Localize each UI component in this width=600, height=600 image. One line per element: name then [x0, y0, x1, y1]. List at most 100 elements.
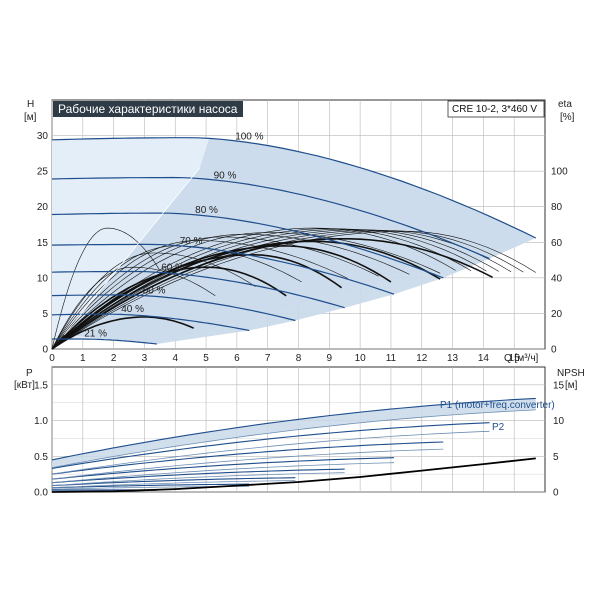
flow-axis-label: Q [м³/ч] — [504, 353, 539, 364]
npsh-axis-label-top: NPSH — [557, 368, 585, 379]
power-tick-label: 1.0 — [34, 416, 48, 427]
p1-curve-label: P1 (motor+freq.converter) — [440, 400, 555, 411]
head-curve — [51, 294, 296, 322]
npsh-tick-label: 15 — [553, 380, 565, 391]
p2-curve — [51, 409, 536, 469]
p1-curve — [51, 422, 490, 469]
p1-curve — [51, 397, 536, 461]
eta-axis-label-top: eta — [558, 99, 572, 110]
power-tick-label: 0.5 — [34, 452, 48, 463]
flow-tick-label: 5 — [203, 353, 209, 364]
npsh-tick-label: 5 — [553, 452, 559, 463]
speed-label: 70 % — [180, 236, 203, 247]
efficiency-curve-bold — [51, 245, 392, 350]
flow-tick-label: 3 — [142, 353, 148, 364]
head-tick-label: 5 — [42, 309, 48, 320]
power-axis-label-top: P — [26, 368, 33, 379]
power-tick-label: 1.5 — [34, 380, 48, 391]
head-tick-label: 30 — [37, 131, 49, 142]
efficiency-curve — [51, 234, 410, 350]
model-label-box — [447, 100, 545, 118]
eta-tick-label: 100 — [551, 167, 568, 178]
p1-curve — [51, 457, 395, 480]
head-curve — [51, 137, 537, 239]
efficiency-curve-bold — [51, 316, 195, 350]
head-axis-label-top: H — [27, 99, 34, 110]
p1-curve — [51, 483, 250, 489]
power-axis-label-unit: [кВт] — [14, 380, 35, 391]
speed-label: 60 % — [161, 263, 184, 274]
flow-tick-label: 2 — [111, 353, 117, 364]
flow-tick-label: 0 — [49, 353, 55, 364]
p1-curve — [51, 441, 444, 475]
head-chart: 0 1 2 3 4 5 6 7 8 9 10 11 12 13 14 15051015202530020406… — [24, 99, 575, 364]
flow-tick-label: 14 — [478, 353, 490, 364]
p2-curve — [51, 472, 345, 486]
head-curves — [51, 137, 537, 345]
operating-area-boundary — [64, 167, 201, 336]
eta-tick-label: 40 — [551, 273, 563, 284]
head-curve — [52, 338, 157, 345]
head-curve — [51, 212, 444, 279]
p2-curve — [51, 448, 444, 480]
flow-tick-label: 7 — [265, 353, 271, 364]
power-tick-label: 0.0 — [34, 488, 48, 499]
flow-tick-label: 15 — [509, 353, 521, 364]
flow-tick-label: 13 — [447, 353, 459, 364]
head-tick-label: 20 — [37, 202, 49, 213]
flow-tick-label: 11 — [386, 353, 397, 364]
efficiency-curve — [51, 227, 161, 350]
flow-tick-label: 6 — [234, 353, 240, 364]
efficiency-curve-bold — [51, 266, 287, 350]
speed-label: 100 % — [235, 132, 263, 143]
npsh-tick-label: 10 — [553, 416, 565, 427]
head-tick-label: 15 — [37, 238, 49, 249]
power-band-area — [52, 398, 536, 468]
speed-label: 90 % — [214, 170, 237, 181]
chart-title: Рабочие характеристики насоса — [58, 102, 238, 116]
flow-tick-label: 8 — [296, 353, 302, 364]
npsh-axis-label-unit: [м] — [565, 380, 578, 391]
eta-tick-label: 0 — [551, 345, 557, 356]
head-curve — [51, 176, 490, 260]
eta-tick-label: 80 — [551, 202, 563, 213]
chart-title-bg — [53, 101, 243, 117]
efficiency-curve — [51, 240, 348, 350]
p2-curve — [51, 430, 490, 475]
head-curve — [51, 270, 345, 309]
p1-curve — [51, 468, 345, 484]
head-curve — [51, 243, 395, 295]
efficiency-curve — [51, 232, 441, 350]
eta-tick-label: 60 — [551, 238, 563, 249]
power-band — [52, 398, 536, 468]
efficiency-curve — [51, 229, 499, 350]
speed-label: 80 % — [195, 205, 218, 216]
efficiency-curve-bold — [51, 254, 343, 350]
power-chart: 0.0 0.5 1.0 1.5 0 5 10 15 P [кВт] NPSH [м] P1 (… — [14, 366, 585, 499]
head-tick-labels: 0 1 2 3 4 5 6 7 8 9 10 11 12 13 14 15051015202530020406… — [37, 131, 568, 364]
speed-label: 50 % — [143, 286, 166, 297]
npsh-tick-label: 0 — [553, 488, 559, 499]
power-curves — [51, 397, 536, 493]
flow-tick-label: 12 — [416, 353, 428, 364]
head-tick-label: 0 — [42, 345, 48, 356]
efficiency-curve — [51, 266, 216, 350]
head-curve — [51, 313, 250, 332]
head-tick-label: 25 — [37, 167, 49, 178]
flow-tick-label: 1 — [80, 353, 86, 364]
efficiency-curve — [51, 230, 536, 350]
eta-tick-label: 20 — [551, 309, 563, 320]
speed-labels: 100 % 90 % 80 % 70 % 60 % 50 % 40 % 21 % — [84, 132, 263, 340]
speed-label: 40 % — [121, 304, 144, 315]
efficiency-curve — [51, 236, 379, 350]
head-axis-label-unit: [м] — [24, 112, 37, 123]
model-label: CRE 10-2, 3*460 V — [452, 104, 537, 115]
head-tick-label: 10 — [37, 273, 49, 284]
eta-axis-label-unit: [%] — [560, 112, 575, 123]
p1-curve — [51, 477, 296, 487]
flow-tick-label: 10 — [355, 353, 367, 364]
power-tick-labels: 0.0 0.5 1.0 1.5 0 5 10 15 — [34, 380, 564, 498]
flow-tick-label: 4 — [172, 353, 178, 364]
npsh-curve — [51, 457, 536, 493]
